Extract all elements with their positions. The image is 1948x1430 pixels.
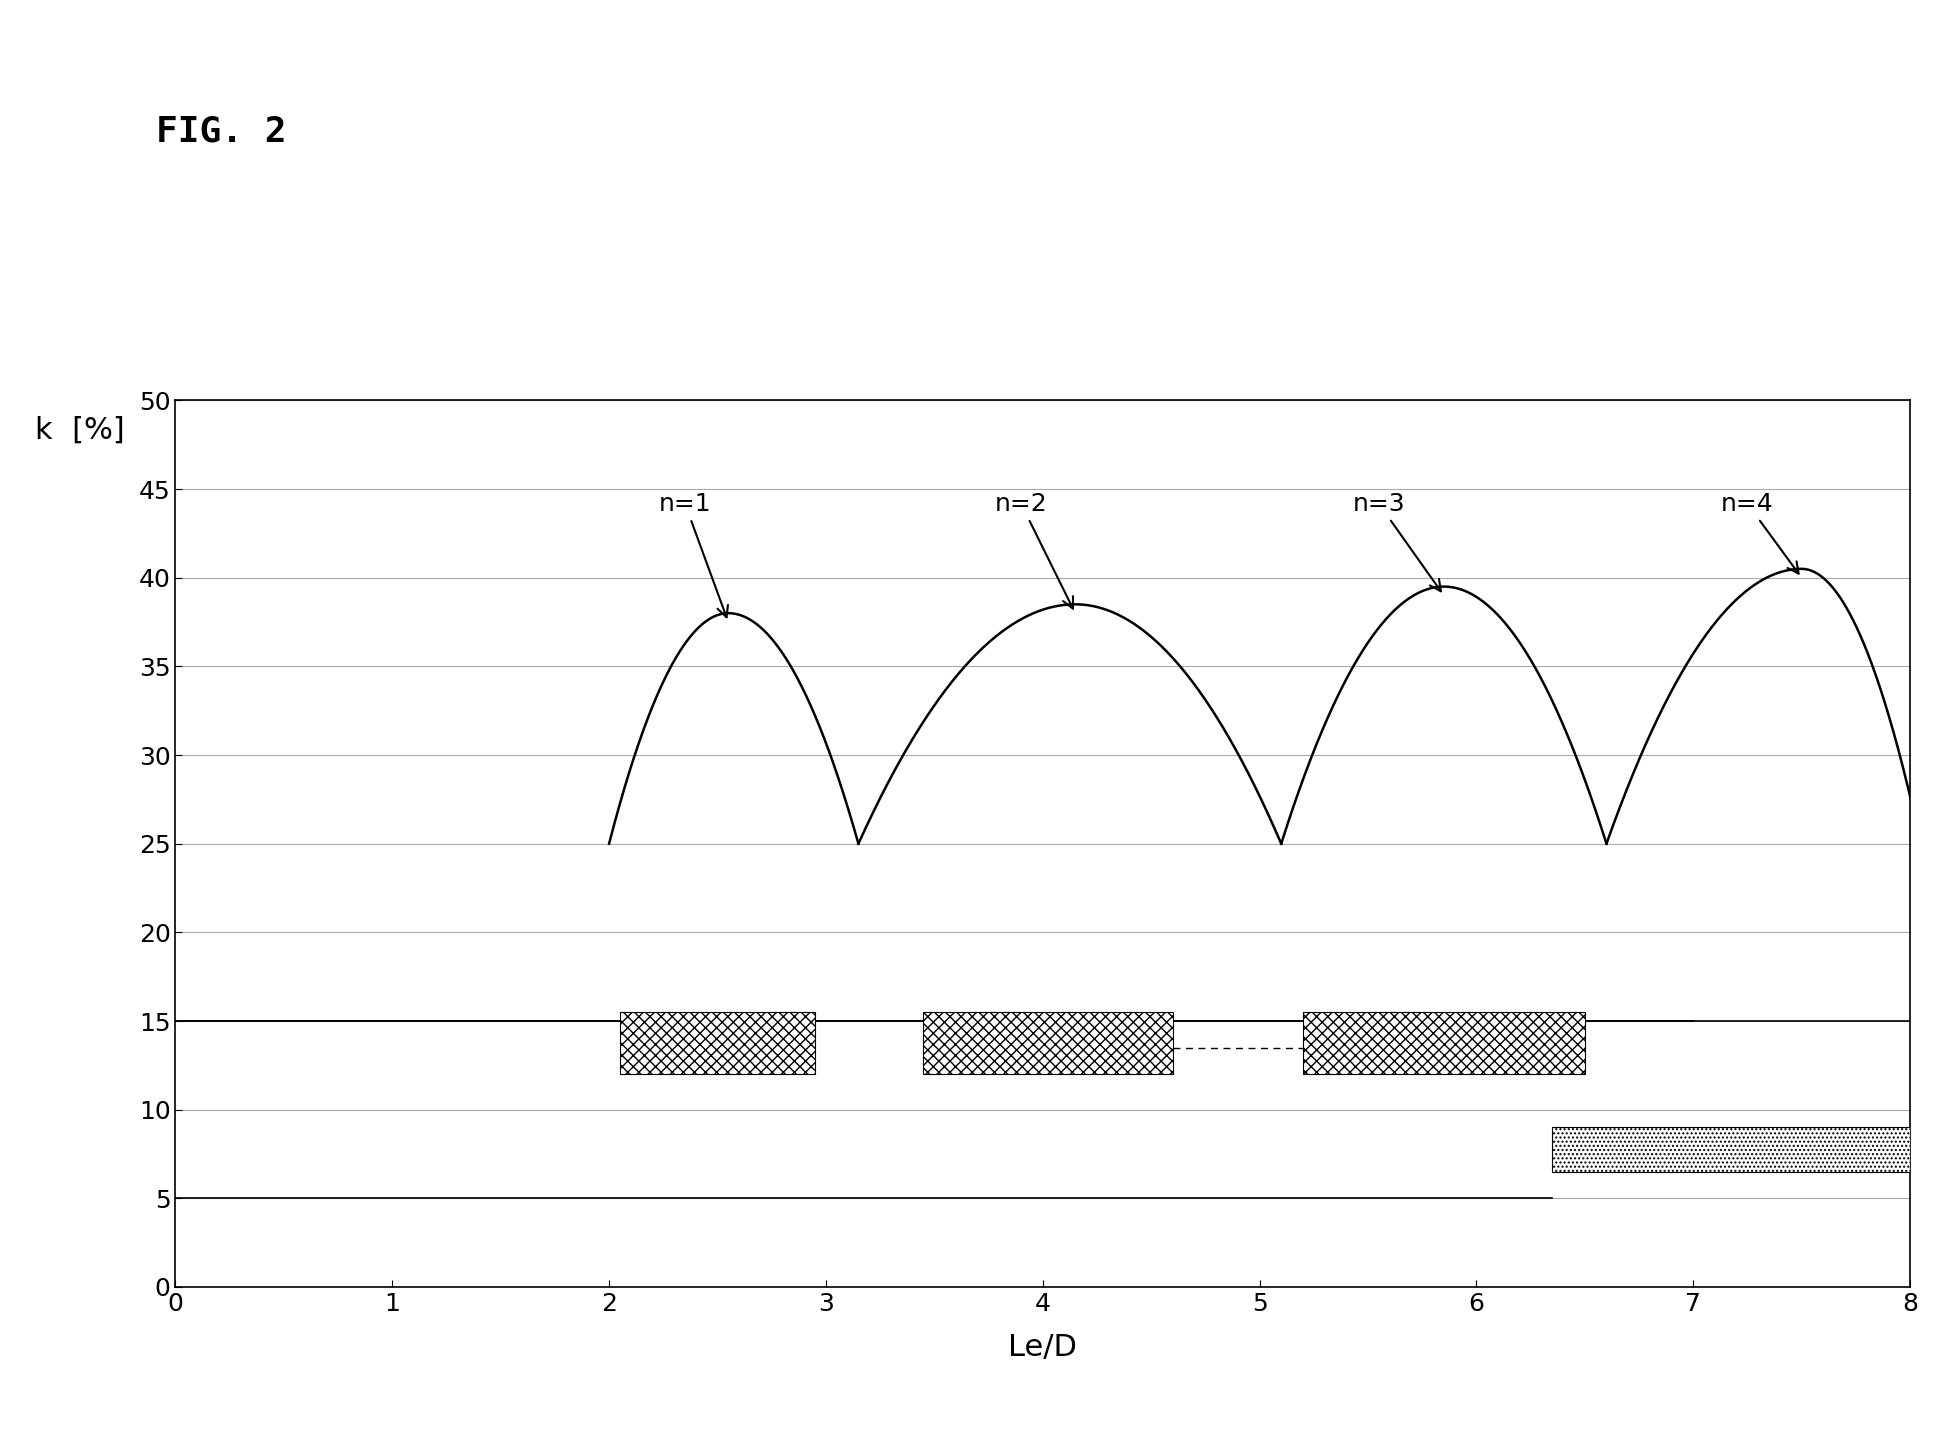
Text: n=3: n=3 — [1352, 492, 1440, 591]
Bar — [1301, 1012, 1584, 1074]
Bar — [1551, 1127, 1909, 1171]
Text: n=4: n=4 — [1720, 492, 1798, 573]
Text: FIG. 2: FIG. 2 — [156, 114, 286, 149]
Text: n=1: n=1 — [658, 492, 729, 618]
Bar — [619, 1012, 814, 1074]
Y-axis label: k  [%]: k [%] — [35, 416, 125, 445]
Text: n=2: n=2 — [993, 492, 1073, 609]
X-axis label: Le/D: Le/D — [1007, 1333, 1077, 1361]
Bar — [923, 1012, 1173, 1074]
